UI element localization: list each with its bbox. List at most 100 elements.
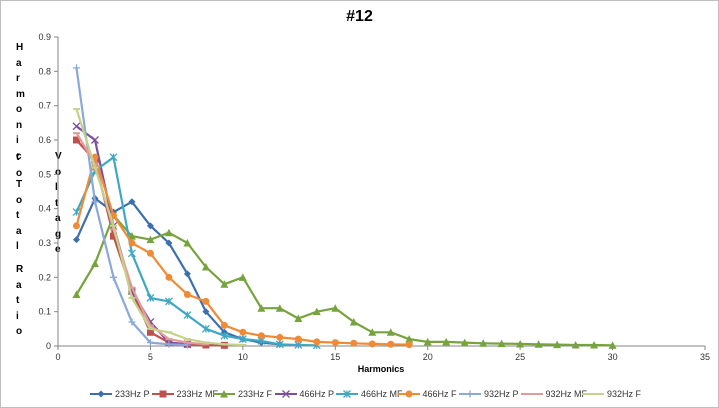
- data-point-233hz-f: [201, 263, 210, 271]
- y-tick-label: 0.8: [38, 66, 51, 76]
- data-point-233hz-f: [257, 304, 266, 312]
- legend-swatch: [151, 390, 174, 398]
- data-point-233hz-f: [72, 290, 81, 298]
- data-point-466hz-f: [146, 249, 154, 257]
- data-point-233hz-f: [608, 341, 617, 349]
- legend-item: 932Hz F: [582, 386, 641, 402]
- data-point-233hz-p: [183, 270, 191, 278]
- legend-label: 233Hz F: [238, 389, 273, 399]
- data-point-233hz-f: [275, 304, 284, 312]
- x-tick-label: 30: [608, 352, 618, 362]
- y-axis-label-char: t: [16, 210, 20, 221]
- legend-item: 466Hz F: [397, 386, 457, 402]
- legend-swatch: [397, 390, 420, 398]
- legend-label: 466Hz P: [299, 389, 335, 399]
- legend: 233Hz P 233Hz MF 233Hz F 466Hz P 466Hz MF 466…: [0, 386, 719, 402]
- y-tick-label: 0: [46, 341, 51, 351]
- series-line-466hz-mf: [75, 156, 317, 347]
- legend-item: 466Hz MF: [336, 386, 403, 402]
- y-axis-label-char: l: [16, 241, 19, 252]
- data-point-233hz-mf: [72, 136, 80, 144]
- legend-label: 466Hz F: [422, 389, 457, 399]
- legend-label: 932Hz F: [607, 389, 642, 399]
- legend-swatch: [520, 393, 543, 395]
- data-point-233hz-p: [146, 222, 154, 230]
- legend-label: 233Hz P: [115, 389, 150, 399]
- data-point-233hz-f: [590, 340, 599, 349]
- data-point-233hz-f: [460, 338, 469, 347]
- data-point-233hz-f: [146, 235, 155, 244]
- y-axis-label-char: r: [16, 73, 20, 84]
- data-point-466hz-mf: [109, 153, 118, 162]
- y-tick-label: 0.9: [38, 32, 51, 42]
- data-point-466hz-mf: [164, 297, 173, 306]
- data-point-466hz-mf: [220, 331, 229, 340]
- legend-item: 233Hz F: [213, 386, 272, 402]
- legend-item: 233Hz MF: [151, 386, 218, 402]
- data-point-233hz-p: [202, 308, 210, 316]
- y-tick-label: 0.6: [38, 135, 51, 145]
- data-point-932hz-p: [91, 198, 99, 206]
- x-tick-label: 25: [515, 352, 525, 362]
- data-point-233hz-f: [553, 340, 562, 349]
- y-axis-label-char: t: [55, 197, 59, 209]
- data-point-932hz-p: [109, 273, 117, 281]
- x-tick-label: 35: [700, 352, 710, 362]
- x-tick-label: 15: [330, 352, 340, 362]
- y-axis-label-char: R: [16, 264, 24, 275]
- data-point-932hz-p: [128, 318, 136, 326]
- data-point-233hz-f: [294, 314, 303, 323]
- series-932hz-f: [72, 108, 247, 347]
- y-axis-label-char: a: [16, 57, 22, 69]
- data-point-466hz-f: [294, 335, 302, 343]
- legend-swatch: [274, 390, 297, 398]
- data-point-466hz-f: [350, 339, 358, 347]
- x-tick-label: 5: [148, 352, 153, 362]
- data-point-233hz-f: [571, 340, 580, 349]
- data-point-233hz-f: [349, 317, 358, 326]
- y-tick-label: 0.1: [38, 307, 51, 317]
- data-point-233hz-f: [516, 339, 525, 348]
- y-tick-label: 0.7: [38, 101, 51, 111]
- x-axis-label: Harmonics: [358, 364, 405, 374]
- data-point-466hz-mf: [146, 293, 155, 302]
- data-point-233hz-f: [423, 337, 432, 346]
- data-point-233hz-p: [165, 239, 173, 247]
- data-point-233hz-p: [128, 198, 136, 206]
- data-point-466hz-f: [128, 239, 136, 247]
- series-line-466hz-f: [75, 156, 410, 346]
- data-point-466hz-mf: [201, 324, 210, 333]
- data-point-932hz-p: [72, 64, 80, 72]
- data-point-233hz-f: [90, 259, 99, 268]
- y-axis-label-char: m: [16, 88, 25, 100]
- y-axis-label-char: o: [16, 104, 23, 115]
- legend-item: 932Hz MF: [520, 386, 588, 402]
- series-466hz-f: [72, 153, 413, 349]
- series-932hz-p: [72, 64, 191, 349]
- series-233hz-p: [72, 194, 284, 348]
- y-axis-label-char: l: [55, 182, 58, 193]
- y-axis-label-char: o: [16, 167, 23, 179]
- series-line-233hz-f: [75, 214, 613, 347]
- data-point-466hz-f: [257, 332, 265, 340]
- legend-item: 932Hz P: [459, 386, 519, 402]
- data-point-466hz-mf: [127, 249, 136, 258]
- data-point-233hz-f: [479, 339, 488, 347]
- data-point-466hz-f: [368, 340, 376, 348]
- data-point-466hz-mf: [275, 340, 284, 349]
- data-point-466hz-mf: [183, 311, 192, 320]
- y-tick-label: 0.3: [38, 238, 51, 248]
- series-233hz-f: [72, 211, 617, 349]
- data-point-233hz-f: [386, 328, 395, 336]
- data-point-466hz-p: [91, 136, 99, 144]
- y-tick-label: 0.2: [38, 272, 51, 282]
- data-point-466hz-f: [220, 321, 228, 329]
- y-tick-label: 0.5: [38, 169, 51, 179]
- y-axis-label-char: i: [16, 310, 19, 322]
- data-point-932hz-p: [165, 340, 173, 348]
- data-point-233hz-f: [164, 228, 173, 237]
- y-axis-label-char: i: [16, 135, 19, 146]
- legend-label: 932Hz MF: [545, 389, 588, 399]
- legend-item: 233Hz P: [90, 386, 150, 402]
